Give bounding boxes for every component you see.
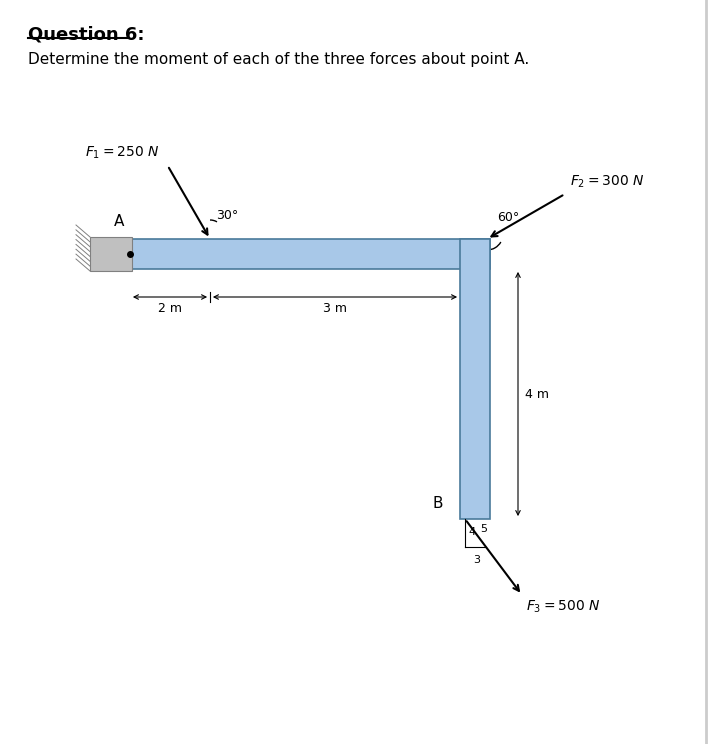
Text: $F_2 = 300$ N: $F_2 = 300$ N bbox=[570, 173, 645, 190]
Text: 2 m: 2 m bbox=[158, 302, 182, 315]
Text: Determine the moment of each of the three forces about point A.: Determine the moment of each of the thre… bbox=[28, 52, 529, 67]
Text: 3 m: 3 m bbox=[323, 302, 347, 315]
Bar bbox=[90, 237, 132, 271]
Bar bbox=[460, 239, 490, 519]
Text: A: A bbox=[113, 214, 124, 229]
Bar bbox=[130, 239, 490, 269]
Text: 3: 3 bbox=[473, 555, 480, 565]
Text: Question 6:: Question 6: bbox=[28, 26, 145, 44]
Text: $F_1 = 250$ N: $F_1 = 250$ N bbox=[85, 145, 160, 161]
Text: 5: 5 bbox=[481, 524, 488, 534]
Text: 4: 4 bbox=[468, 527, 475, 537]
Text: 30°: 30° bbox=[216, 209, 238, 222]
Text: $F_3 = 500$ N: $F_3 = 500$ N bbox=[526, 599, 600, 615]
Text: 4 m: 4 m bbox=[525, 388, 549, 400]
Text: 60°: 60° bbox=[497, 211, 519, 224]
Text: B: B bbox=[433, 496, 443, 511]
